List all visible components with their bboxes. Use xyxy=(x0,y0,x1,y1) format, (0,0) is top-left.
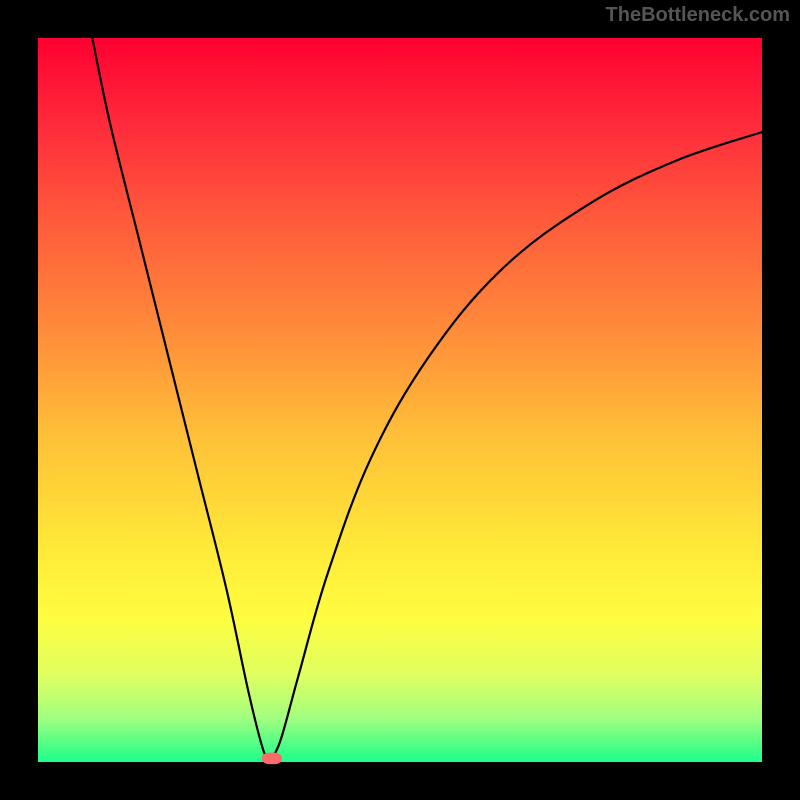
bottleneck-chart xyxy=(0,0,800,800)
chart-container: TheBottleneck.com xyxy=(0,0,800,800)
optimum-marker xyxy=(262,753,282,765)
plot-background xyxy=(38,38,762,762)
watermark-text: TheBottleneck.com xyxy=(606,4,790,27)
